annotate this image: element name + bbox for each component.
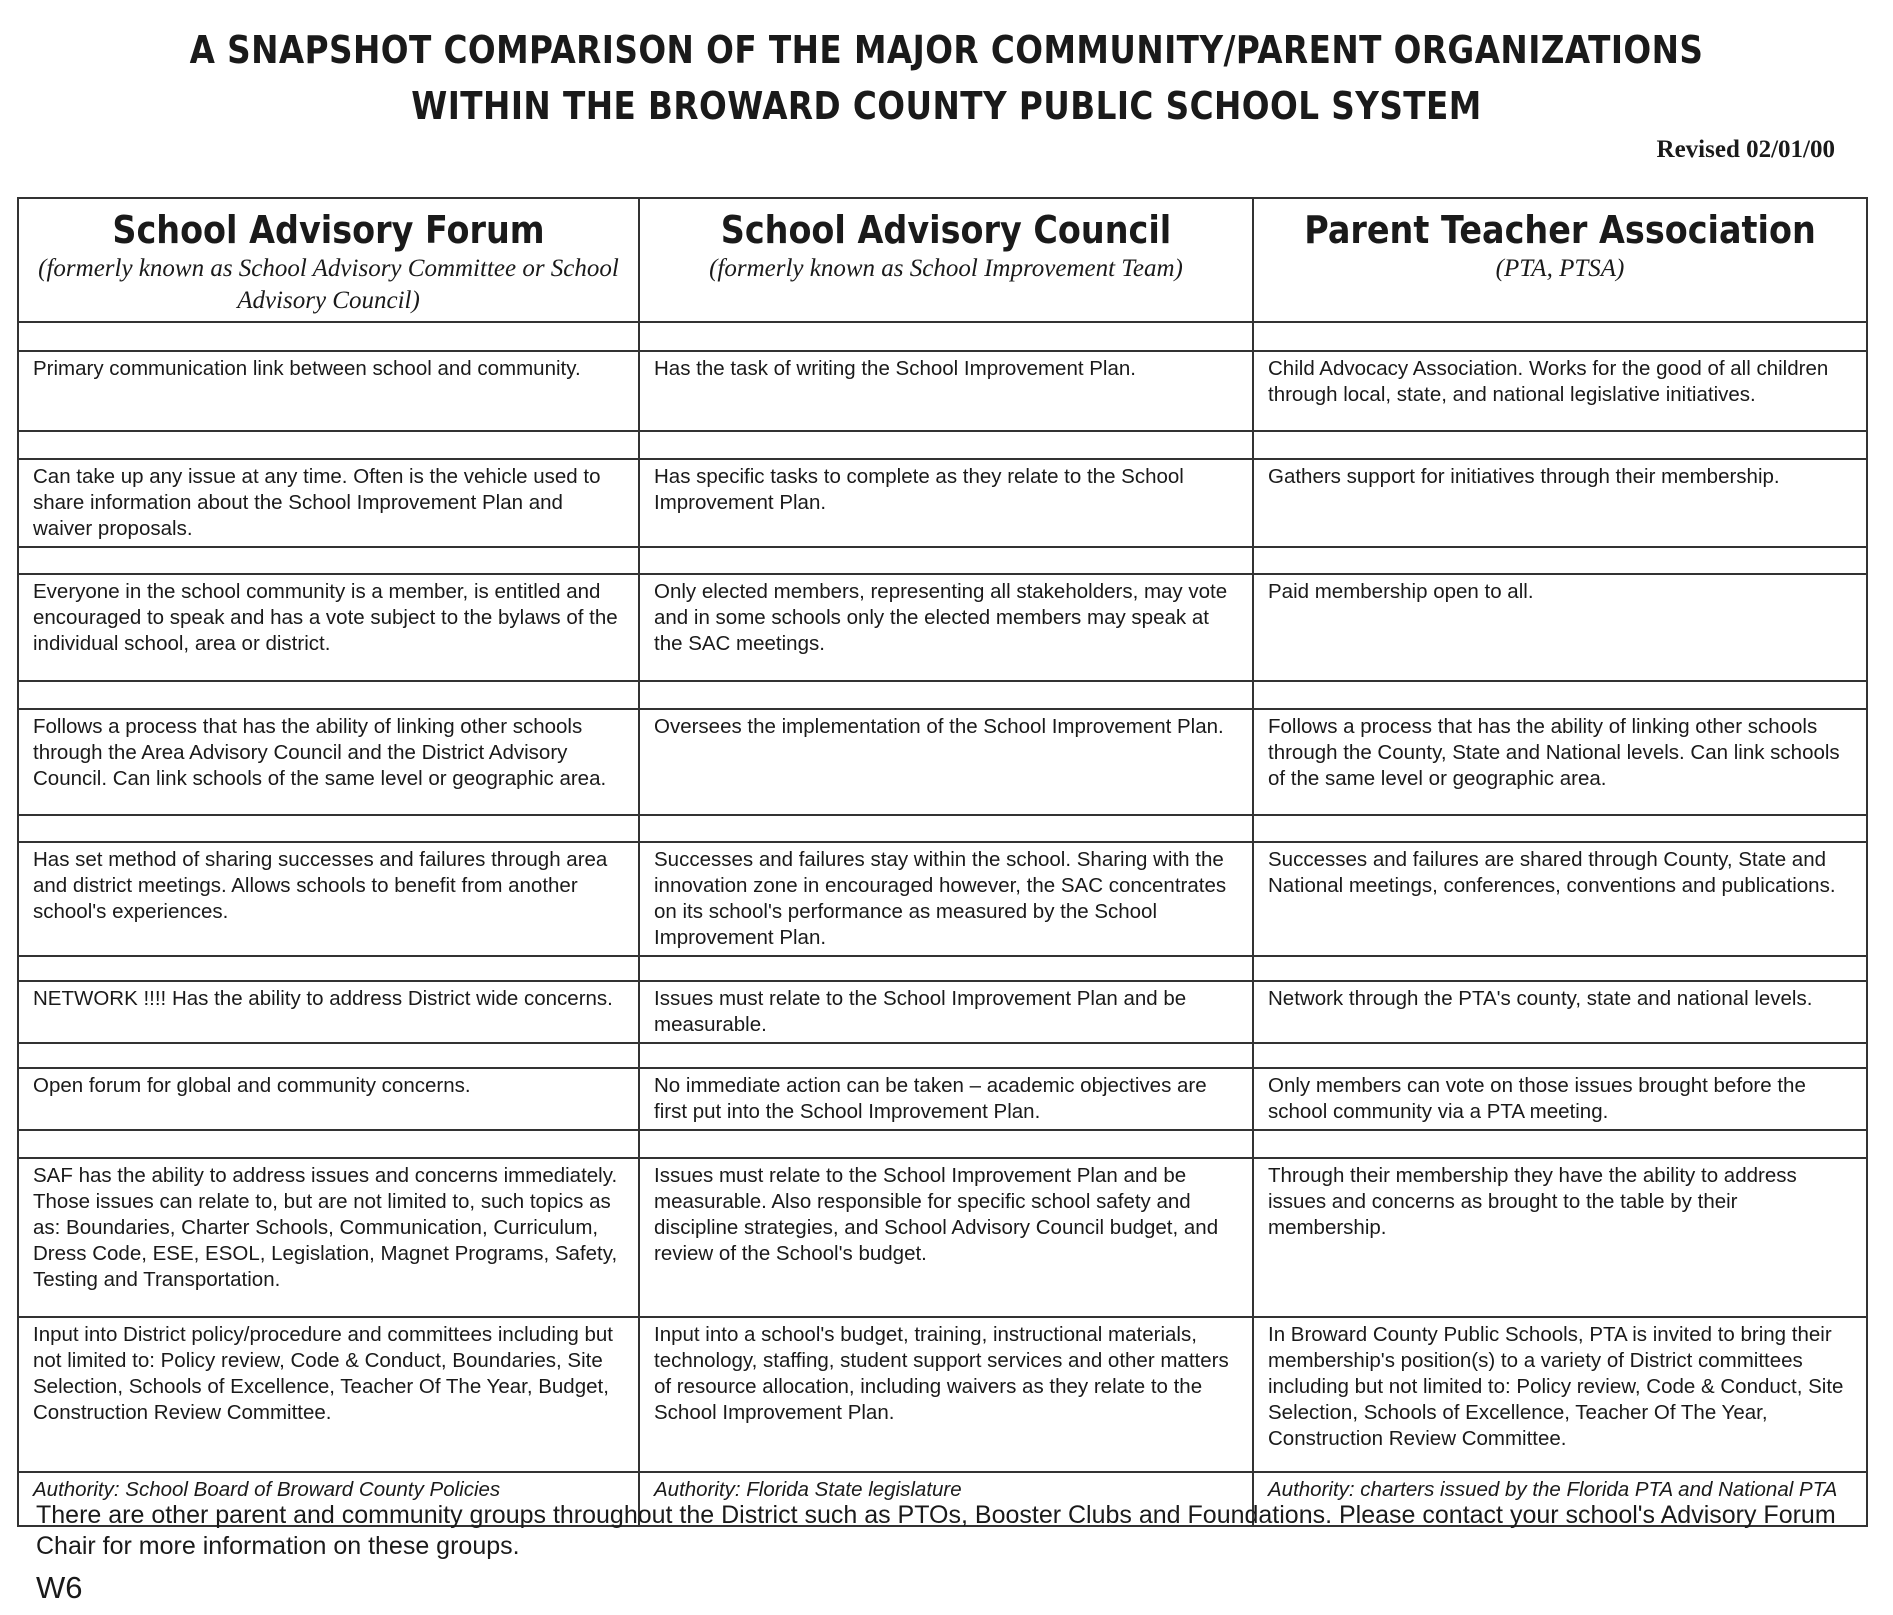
table-cell: Issues must relate to the School Improve…	[638, 980, 1254, 1044]
empty-cell	[1252, 321, 1868, 352]
table-cell: Can take up any issue at any time. Often…	[17, 458, 640, 548]
empty-cell	[17, 430, 640, 460]
authority-cell: Authority: School Board of Broward Count…	[17, 1471, 640, 1527]
column-name: School Advisory Forum	[112, 208, 545, 252]
table-cell: Paid membership open to all.	[1252, 573, 1868, 682]
table-cell: In Broward County Public Schools, PTA is…	[1252, 1316, 1868, 1473]
empty-cell	[1252, 680, 1868, 710]
column-subtitle: (formerly known as School Advisory Commi…	[38, 255, 619, 314]
column-name: School Advisory Council	[720, 208, 1172, 252]
empty-cell	[638, 680, 1254, 710]
document-title-line-2: WITHIN THE BROWARD COUNTY PUBLIC SCHOOL …	[411, 84, 1482, 128]
table-row: Has set method of sharing successes and …	[17, 841, 1868, 957]
spacer-row	[17, 430, 1868, 460]
table-cell: Open forum for global and community conc…	[17, 1067, 640, 1131]
table-row: Open forum for global and community conc…	[17, 1067, 1868, 1131]
table-cell: Primary communication link between schoo…	[17, 350, 640, 432]
page-code: W6	[36, 1570, 83, 1605]
spacer-row	[17, 814, 1868, 843]
table-cell: Everyone in the school community is a me…	[17, 573, 640, 682]
table-row: SAF has the ability to address issues an…	[17, 1157, 1868, 1318]
empty-cell	[17, 1042, 640, 1069]
table-cell: Child Advocacy Association. Works for th…	[1252, 350, 1868, 432]
empty-cell	[1252, 546, 1868, 575]
table-cell: Through their membership they have the a…	[1252, 1157, 1868, 1318]
table-cell: SAF has the ability to address issues an…	[17, 1157, 640, 1318]
table-cell: Network through the PTA's county, state …	[1252, 980, 1868, 1044]
empty-cell	[17, 321, 640, 352]
empty-cell	[17, 955, 640, 982]
empty-cell	[1252, 1042, 1868, 1069]
empty-cell	[638, 814, 1254, 843]
empty-cell	[17, 546, 640, 575]
table-cell: Successes and failures are shared throug…	[1252, 841, 1868, 957]
empty-cell	[17, 1129, 640, 1159]
empty-cell	[638, 1042, 1254, 1069]
table-cell: Oversees the implementation of the Schoo…	[638, 708, 1254, 816]
table-cell: No immediate action can be taken – acade…	[638, 1067, 1254, 1131]
table-cell: Has the task of writing the School Impro…	[638, 350, 1254, 432]
document-title-line-1: A SNAPSHOT COMPARISON OF THE MAJOR COMMU…	[189, 28, 1704, 72]
column-header: School Advisory Council (formerly known a…	[638, 197, 1254, 323]
spacer-row	[17, 321, 1868, 352]
table-cell: Only elected members, representing all s…	[638, 573, 1254, 682]
empty-cell	[17, 814, 640, 843]
empty-cell	[638, 321, 1254, 352]
column-name: Parent Teacher Association	[1304, 208, 1816, 252]
empty-cell	[638, 430, 1254, 460]
table-cell: Input into a school's budget, training, …	[638, 1316, 1254, 1473]
empty-cell	[1252, 430, 1868, 460]
spacer-row	[17, 546, 1868, 575]
spacer-row	[17, 680, 1868, 710]
empty-cell	[1252, 955, 1868, 982]
table-row: NETWORK !!!! Has the ability to address …	[17, 980, 1868, 1044]
table-cell: Issues must relate to the School Improve…	[638, 1157, 1254, 1318]
spacer-row	[17, 955, 1868, 982]
authority-row: Authority: School Board of Broward Count…	[17, 1471, 1868, 1527]
table-cell: Input into District policy/procedure and…	[17, 1316, 640, 1473]
table-cell: Has set method of sharing successes and …	[17, 841, 640, 957]
table-cell: Follows a process that has the ability o…	[17, 708, 640, 816]
empty-cell	[638, 1129, 1254, 1159]
column-subtitle: (PTA, PTSA)	[1495, 255, 1625, 282]
table-cell: Has specific tasks to complete as they r…	[638, 458, 1254, 548]
empty-cell	[1252, 1129, 1868, 1159]
table-cell: Only members can vote on those issues br…	[1252, 1067, 1868, 1131]
table-cell: Follows a process that has the ability o…	[1252, 708, 1868, 816]
empty-cell	[638, 955, 1254, 982]
column-header: Parent Teacher Association (PTA, PTSA)	[1252, 197, 1868, 323]
table-cell: Successes and failures stay within the s…	[638, 841, 1254, 957]
empty-cell	[638, 546, 1254, 575]
comparison-table: School Advisory Forum (formerly known as …	[17, 197, 1868, 1527]
table-row: Follows a process that has the ability o…	[17, 708, 1868, 816]
column-header: School Advisory Forum (formerly known as …	[17, 197, 640, 323]
spacer-row	[17, 1129, 1868, 1159]
table-cell: Gathers support for initiatives through …	[1252, 458, 1868, 548]
spacer-row	[17, 1042, 1868, 1069]
table-row: Primary communication link between schoo…	[17, 350, 1868, 432]
column-subtitle: (formerly known as School Improvement Te…	[709, 255, 1183, 282]
header-row: School Advisory Forum (formerly known as …	[17, 197, 1868, 323]
footer-note: There are other parent and community gro…	[36, 1501, 1836, 1560]
authority-cell: Authority: charters issued by the Florid…	[1252, 1471, 1868, 1527]
empty-cell	[17, 680, 640, 710]
authority-cell: Authority: Florida State legislature	[638, 1471, 1254, 1527]
table-row: Can take up any issue at any time. Often…	[17, 458, 1868, 548]
table-row: Everyone in the school community is a me…	[17, 573, 1868, 682]
revised-date: Revised 02/01/00	[1656, 136, 1835, 163]
table-row: Input into District policy/procedure and…	[17, 1316, 1868, 1473]
empty-cell	[1252, 814, 1868, 843]
table-cell: NETWORK !!!! Has the ability to address …	[17, 980, 640, 1044]
